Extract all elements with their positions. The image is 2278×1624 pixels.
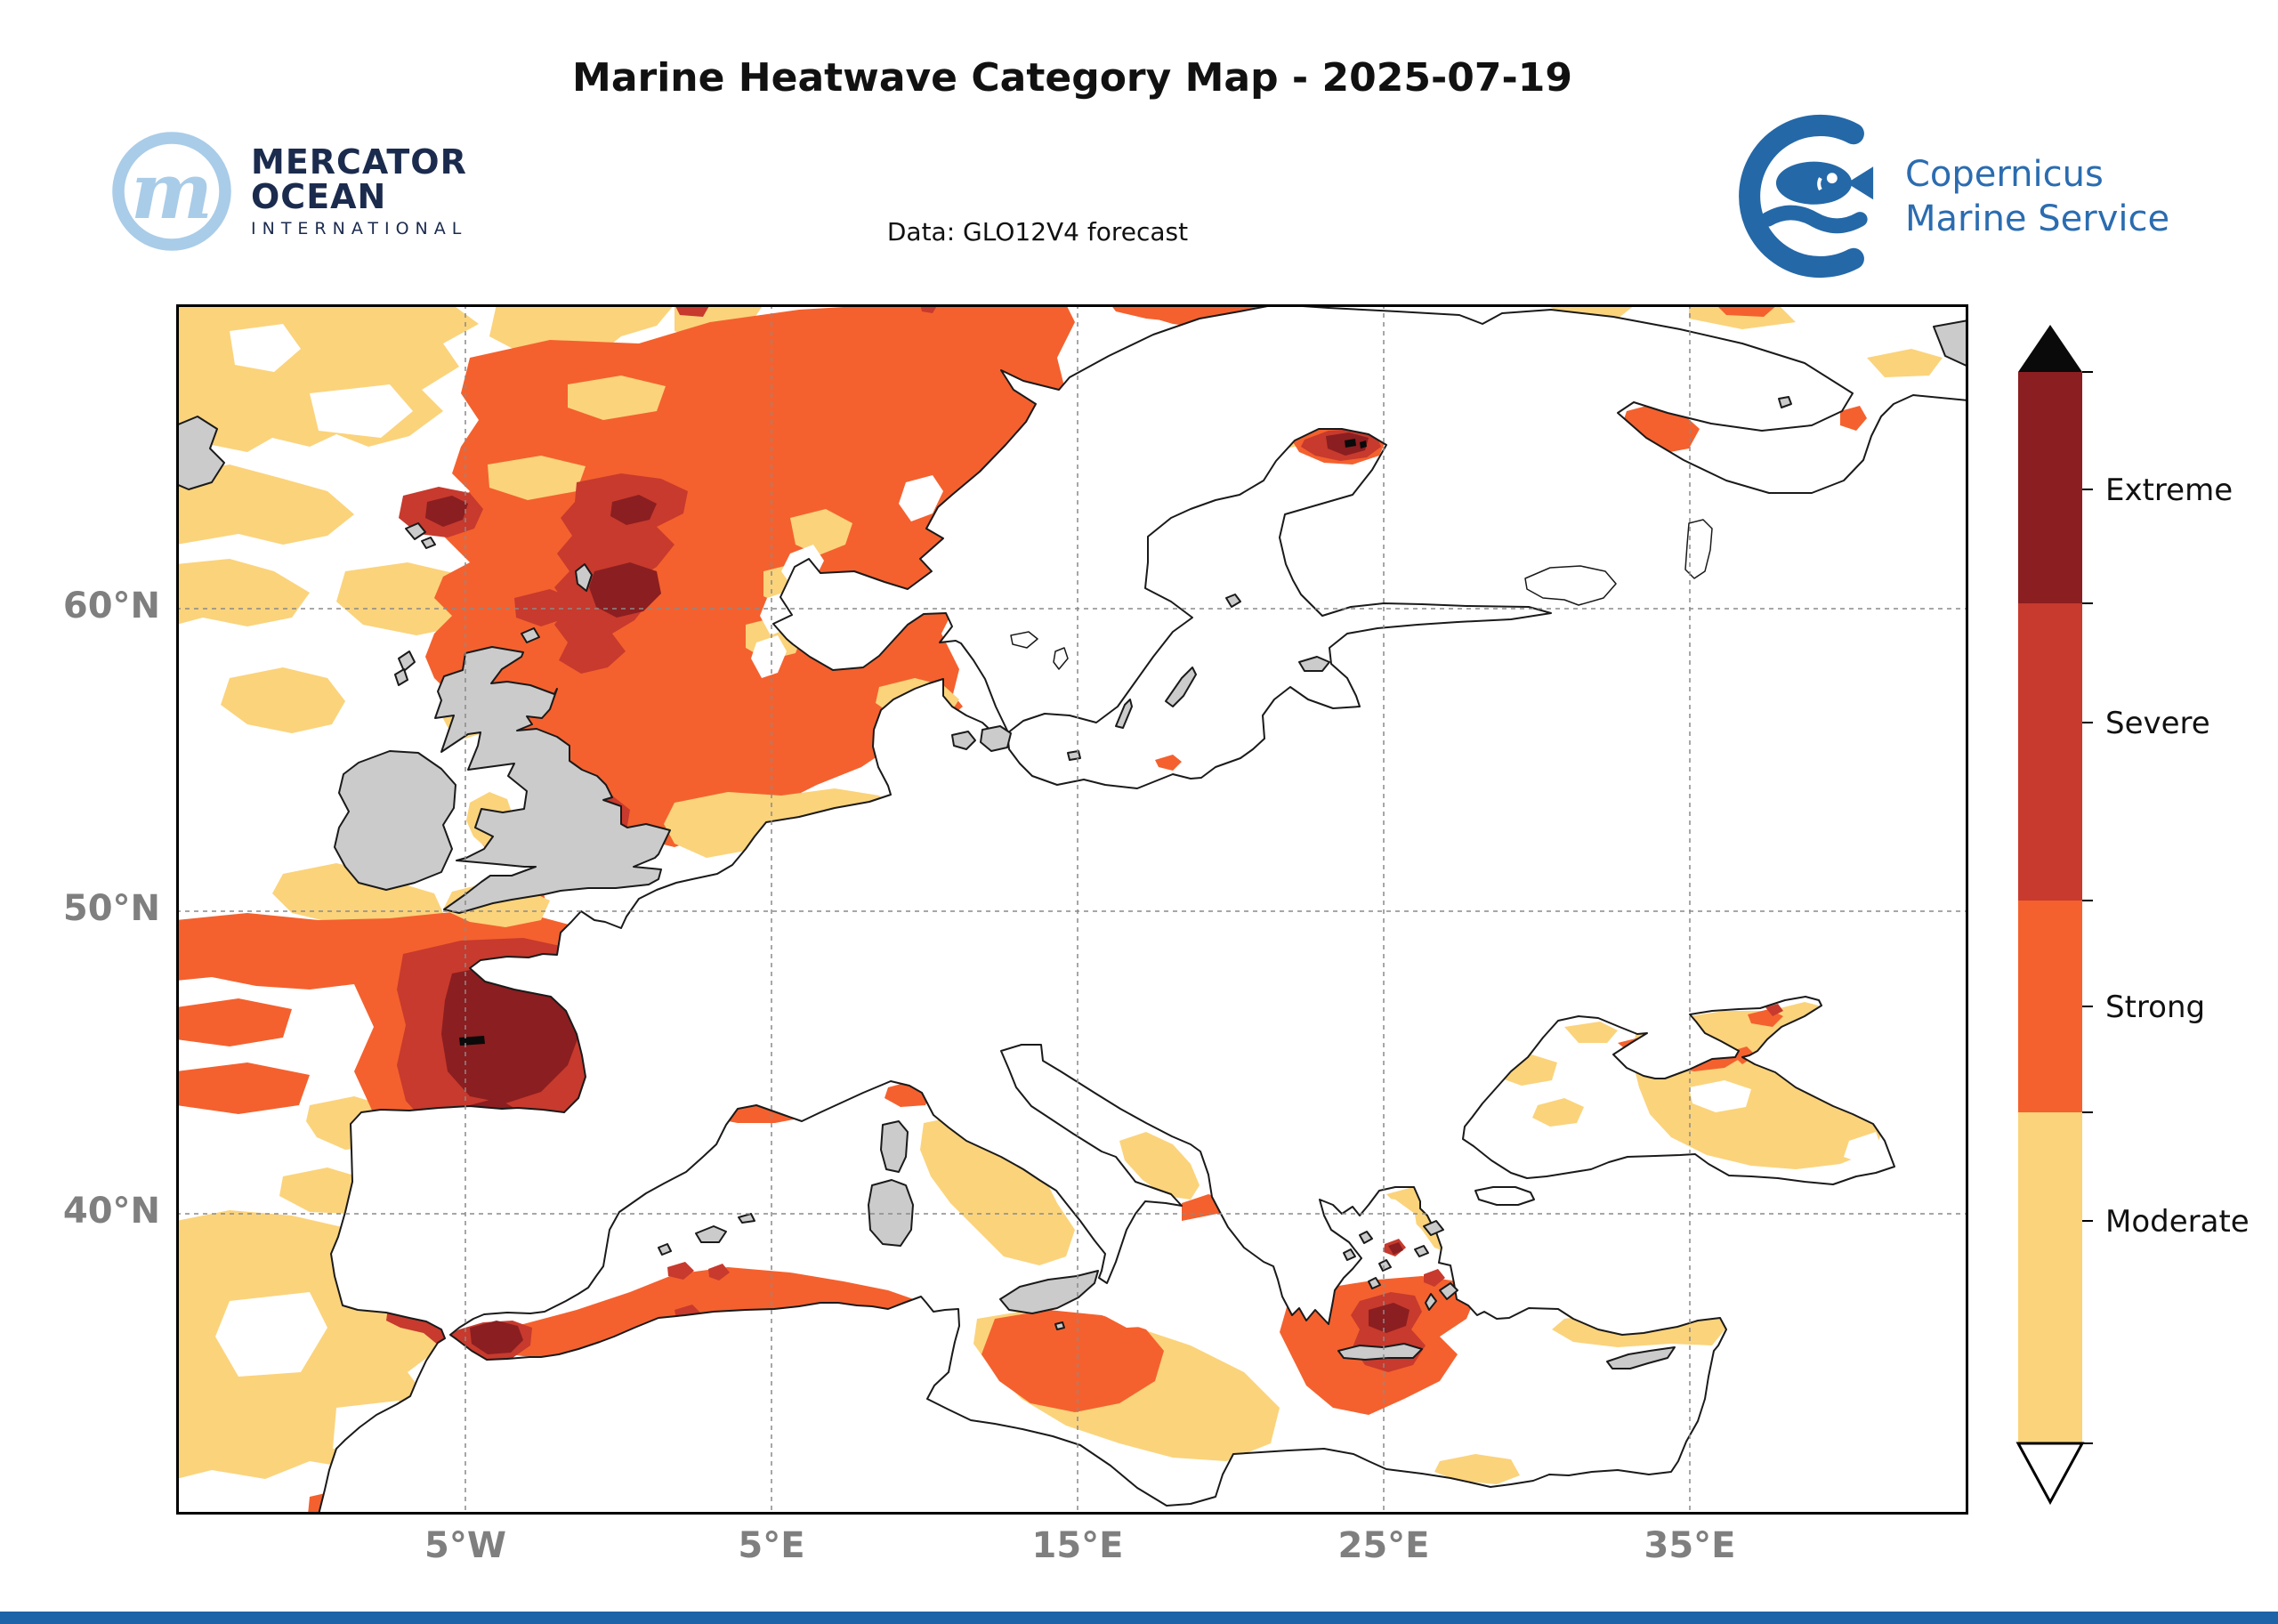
- map-frame: [176, 304, 1968, 1515]
- y-axis-tick-label: 60°N: [62, 586, 160, 626]
- colorbar-over-arrow: [2018, 325, 2082, 372]
- category-colorbar: Extreme Severe Strong Moderate: [2013, 319, 2278, 1515]
- copernicus-line1: Copernicus: [1905, 153, 2104, 195]
- mercator-ocean-logo: m MERCATOR OCEAN INTERNATIONAL: [105, 125, 467, 258]
- mercator-m-glyph: m: [131, 145, 213, 237]
- graticule: [176, 304, 1968, 1515]
- data-source-line: Data: GLO12V4 forecast: [886, 217, 1189, 246]
- coastline: [175, 303, 1969, 1515]
- y-axis-tick-label: 50°N: [62, 888, 160, 929]
- map-canvas: [175, 303, 1969, 1515]
- y-axis-tick-label: 40°N: [62, 1191, 160, 1232]
- heatwave-map: [175, 303, 1969, 1515]
- land-islands: [175, 319, 1969, 1369]
- colorbar-label-strong: Strong: [2105, 990, 2205, 1025]
- page-title: Marine Heatwave Category Map - 2025-07-1…: [572, 55, 1572, 101]
- lakes: [1010, 519, 1713, 670]
- colorbar-segment-severe: [2018, 603, 2082, 901]
- fish-icon: [1775, 161, 1853, 205]
- mercator-line3: INTERNATIONAL: [251, 218, 468, 238]
- colorbar-canvas: Extreme Severe Strong Moderate: [2015, 325, 2250, 1506]
- copernicus-line2: Marine Service: [1905, 198, 2170, 239]
- x-axis-tick-label: 25°E: [1337, 1525, 1430, 1566]
- copernicus-marine-logo: Copernicus Marine Service: [1732, 114, 2169, 279]
- colorbar-segment-moderate: [2018, 1112, 2082, 1443]
- colorbar-label-extreme: Extreme: [2105, 473, 2233, 508]
- wave-icon: [1760, 205, 1868, 234]
- mercator-logo-icon: m: [112, 132, 231, 251]
- colorbar-label-severe: Severe: [2105, 706, 2210, 741]
- x-axis-tick-label: 5°E: [738, 1525, 805, 1566]
- colorbar-segment-strong: [2018, 901, 2082, 1112]
- mercator-line2: OCEAN: [251, 177, 387, 217]
- copernicus-logo-icon: [1739, 114, 1874, 279]
- mercator-line1: MERCATOR: [251, 141, 467, 182]
- colorbar-label-moderate: Moderate: [2105, 1204, 2250, 1240]
- x-axis-tick-label: 15°E: [1031, 1525, 1124, 1566]
- footer-bar: [0, 1612, 2278, 1624]
- colorbar-segment-extreme: [2018, 372, 2082, 603]
- copernicus-logo-text: Copernicus Marine Service: [1905, 152, 2169, 241]
- mercator-logo-text: MERCATOR OCEAN INTERNATIONAL: [251, 141, 468, 238]
- x-axis-tick-label: 35°E: [1644, 1525, 1736, 1566]
- x-axis-tick-label: 5°W: [424, 1525, 506, 1566]
- colorbar-under-arrow: [2015, 1442, 2085, 1506]
